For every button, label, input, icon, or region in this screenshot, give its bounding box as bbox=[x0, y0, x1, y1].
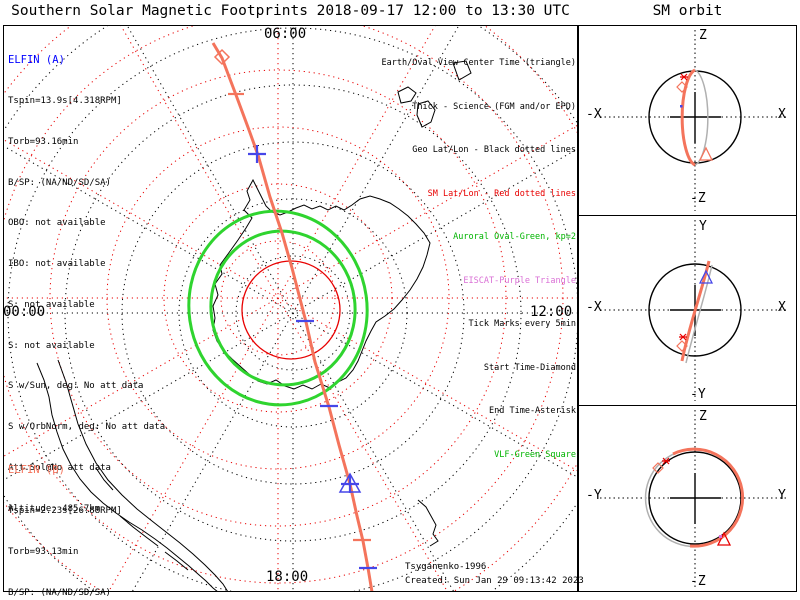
axis-label: -X bbox=[586, 300, 602, 315]
axis-label: Z bbox=[699, 28, 707, 43]
orbit-panel-xz bbox=[600, 30, 788, 211]
axis-label: -Z bbox=[690, 574, 706, 589]
elfin-b-line: B/SP: (NA/ND/SD/SA) bbox=[8, 587, 111, 598]
elfin-a-line: Att.Sol@No att data bbox=[8, 463, 111, 473]
sm-orbit-title: SM orbit bbox=[652, 3, 723, 19]
legend-item: Auroral Oval-Green, kp=2 bbox=[453, 232, 576, 242]
elfin-b-line: Torb=93.13min bbox=[8, 546, 79, 557]
legend-item: Geo Lat/Lon - Black dotted lines bbox=[412, 145, 576, 155]
elfin-a-info: ELFIN (A) Tspin=13.9s[4.318RPM] Torb=93.… bbox=[8, 27, 165, 544]
asterisk-marker bbox=[680, 73, 688, 81]
elfin-a-line: B/SP: (NA/ND/SD/SA) bbox=[8, 177, 111, 188]
diamond-marker bbox=[676, 340, 688, 352]
eiscat-purple-mark bbox=[719, 535, 722, 538]
elfin-b-info: ELFIN (B) Tspin=2.23s[26.88RPM] Torb=93.… bbox=[8, 437, 165, 600]
island-small-ne bbox=[452, 60, 472, 81]
page-title: Southern Solar Magnetic Footprints 2018-… bbox=[11, 3, 570, 19]
diamond-marker bbox=[676, 81, 688, 93]
legend-item: SM Lat/Lon - Red dotted lines bbox=[427, 188, 576, 199]
axis-label: Y bbox=[699, 219, 707, 234]
legend-item: Thick - Science (FGM and/or EPD) bbox=[412, 101, 576, 112]
tick-marks bbox=[228, 92, 377, 570]
elfin-b-line: Tspin=2.23s[26.88RPM] bbox=[8, 505, 122, 516]
island-nz-south bbox=[397, 86, 417, 104]
triangle-marker bbox=[698, 146, 714, 161]
elfin-a-line: Tspin=13.9s[4.318RPM] bbox=[8, 95, 122, 106]
axis-label: -Y bbox=[690, 387, 706, 402]
antarctica-coastline bbox=[212, 178, 431, 390]
elfin-a-line: IBO: not available bbox=[8, 259, 106, 270]
created-timestamp: Created: Sun Jan 29 09:13:42 2023 bbox=[405, 576, 584, 586]
elfin-a-line: S w/OrbNorm, deg: No att data bbox=[8, 422, 166, 433]
asterisk-marker bbox=[662, 457, 670, 465]
orbit-panel-yz bbox=[600, 410, 788, 588]
axis-label: Y bbox=[778, 488, 786, 503]
start-time-diamond bbox=[213, 48, 231, 66]
elfin-a-label: ELFIN (A) bbox=[8, 54, 65, 67]
elfin-a-line: Torb=93.16min bbox=[8, 136, 79, 147]
axis-label: X bbox=[778, 107, 786, 122]
panel-borders bbox=[3, 25, 797, 592]
triangle-marker bbox=[698, 269, 714, 284]
elfin-a-line: S: not available bbox=[8, 340, 95, 351]
axis-label: -Y bbox=[586, 488, 602, 503]
mlt-label-1800: 18:00 bbox=[266, 569, 309, 585]
elfin-a-line: S w/Sun, deg: No att data bbox=[8, 381, 144, 392]
legend-item: Tick Marks every 5min bbox=[468, 319, 576, 329]
axis-label: -Z bbox=[690, 191, 706, 206]
legend-item: Earth/Oval View Center Time (triangle) bbox=[381, 58, 576, 68]
tierra-del-fuego-islands bbox=[95, 467, 189, 571]
asterisk-marker bbox=[679, 333, 687, 341]
view-center-triangle bbox=[338, 472, 362, 493]
model-credit: Tsyganenko-1996 bbox=[405, 562, 487, 572]
mlt-label-1200: 12:00 bbox=[530, 304, 573, 320]
map-legend: Earth/Oval View Center Time (triangle) T… bbox=[300, 27, 576, 491]
elfin-a-line: S: not available bbox=[8, 299, 95, 310]
footprint-track bbox=[211, 42, 377, 591]
axis-label: -X bbox=[586, 107, 602, 122]
mlt-label-0000: 00:00 bbox=[3, 304, 46, 320]
south-america-coastline bbox=[36, 362, 218, 591]
triangle-marker bbox=[716, 531, 732, 546]
legend-item: VLF-Green Square bbox=[494, 449, 576, 460]
axis-label: Z bbox=[699, 409, 707, 424]
south-america-coastline-2 bbox=[57, 359, 228, 591]
legend-item: EISCAT-Purple Triangle bbox=[463, 275, 576, 286]
coastlines bbox=[36, 60, 472, 591]
island-nz-north bbox=[416, 100, 436, 128]
sm-grid bbox=[4, 26, 577, 591]
axis-label: X bbox=[778, 300, 786, 315]
elfin-b-label: ELFIN (B) bbox=[8, 464, 65, 477]
legend-item: End Time-Asterisk bbox=[489, 406, 576, 416]
orbit-panel-xy bbox=[600, 220, 788, 401]
elfin-a-line: OBO: not available bbox=[8, 218, 106, 229]
mlt-label-0600: 06:00 bbox=[264, 26, 307, 42]
diamond-marker bbox=[652, 462, 664, 474]
elfin-a-line: Altitude: 485.7km bbox=[8, 503, 101, 514]
geo-grid bbox=[4, 26, 577, 591]
legend-item: Start Time-Diamond bbox=[483, 362, 576, 373]
auroral-oval bbox=[187, 209, 369, 407]
coast-fragment-se bbox=[417, 499, 439, 547]
